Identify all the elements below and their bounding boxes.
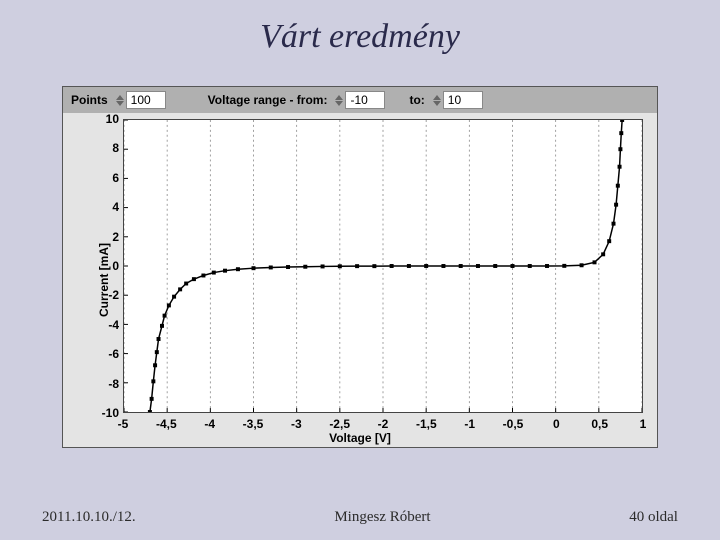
footer-right: 40 oldal [629,509,678,526]
x-tick-label: -3 [291,417,302,431]
spinner-arrows-icon[interactable] [431,91,443,109]
range-label: Voltage range - from: [208,93,328,107]
x-tick-label: 1 [640,417,647,431]
x-tick-label: -1 [464,417,475,431]
labview-panel: Points 100 Voltage range - from: -10 to:… [62,86,658,448]
y-tick-label: 8 [112,141,119,155]
x-tick-label: -4 [204,417,215,431]
y-tick-label: -10 [102,406,119,420]
points-spinner[interactable]: 100 [114,91,166,109]
y-tick-label: -2 [108,288,119,302]
slide: Várt eredmény Points 100 Voltage range -… [0,0,720,540]
x-tick-label: -4,5 [156,417,177,431]
x-tick-label: 0,5 [591,417,608,431]
slide-title: Várt eredmény [0,0,720,56]
footer-center: Mingesz Róbert [334,509,430,526]
x-tick-label: -2,5 [329,417,350,431]
x-tick-label: -1,5 [416,417,437,431]
x-tick-label: 0 [553,417,560,431]
to-label: to: [409,93,424,107]
y-tick-label: -8 [108,377,119,391]
slide-footer: 2011.10.10./12. Mingesz Róbert 40 oldal [0,509,720,526]
y-tick-label: -4 [108,318,119,332]
points-value[interactable]: 100 [126,91,166,109]
controls-bar: Points 100 Voltage range - from: -10 to:… [63,87,657,113]
x-axis-label: Voltage [V] [329,431,391,445]
points-label: Points [71,93,108,107]
from-spinner[interactable]: -10 [333,91,385,109]
y-tick-label: 4 [112,200,119,214]
y-tick-label: 10 [106,112,119,126]
x-tick-label: -3,5 [243,417,264,431]
y-tick-label: -6 [108,347,119,361]
x-tick-label: -0,5 [503,417,524,431]
x-tick-label: -5 [118,417,129,431]
to-value[interactable]: 10 [443,91,483,109]
to-spinner[interactable]: 10 [431,91,483,109]
y-axis-label: Current [mA] [97,243,111,317]
spinner-arrows-icon[interactable] [333,91,345,109]
chart-area: Current [mA] Voltage [V] 1086420-2-4-6-8… [63,113,657,447]
y-tick-label: 6 [112,171,119,185]
y-tick-label: 0 [112,259,119,273]
plot-area [123,119,643,413]
y-tick-label: 2 [112,230,119,244]
x-tick-label: -2 [378,417,389,431]
footer-left: 2011.10.10./12. [42,509,136,526]
from-value[interactable]: -10 [345,91,385,109]
plot-container: 1086420-2-4-6-8-10-5-4,5-4-3,5-3-2,5-2-1… [123,119,643,413]
spinner-arrows-icon[interactable] [114,91,126,109]
plot-svg [124,120,642,412]
